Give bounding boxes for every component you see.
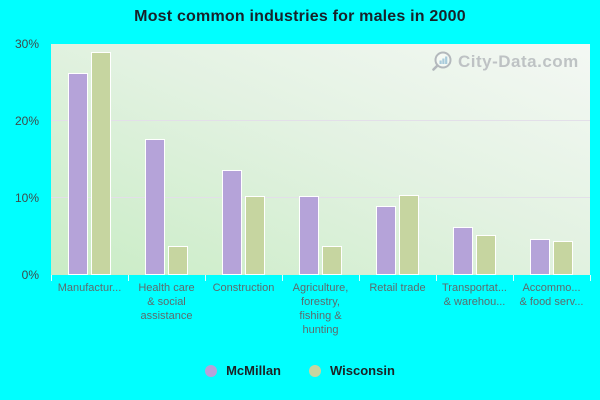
y-axis-tick-label: 0% [21, 268, 39, 282]
x-axis-tick [128, 275, 129, 281]
bar-wisconsin [399, 194, 419, 275]
x-axis-tick [282, 275, 283, 281]
bar-wisconsin [322, 245, 342, 275]
bar-group [359, 44, 436, 275]
y-axis-tick-label: 30% [14, 37, 39, 51]
legend-item-wisconsin: Wisconsin [309, 363, 395, 378]
bar-wisconsin [476, 234, 496, 275]
plot-area [51, 44, 590, 275]
bar-wisconsin [168, 245, 188, 275]
x-axis-tick [205, 275, 206, 281]
x-axis-ticks [51, 275, 591, 281]
bar-mcmillan [299, 196, 319, 275]
bar-mcmillan [145, 138, 165, 275]
bar-group [436, 44, 513, 275]
x-axis-tick [513, 275, 514, 281]
gridline [51, 120, 590, 122]
bar-wisconsin [553, 241, 573, 275]
bar-mcmillan [222, 170, 242, 275]
bar-wisconsin [245, 196, 265, 275]
y-axis-tick-label: 20% [14, 114, 39, 129]
legend-item-mcmillan: McMillan [205, 363, 281, 378]
bar-group [51, 44, 128, 275]
x-axis-category-label: Health care & social assistance [138, 282, 195, 322]
legend: McMillan Wisconsin [0, 363, 600, 378]
x-axis-tick [590, 275, 591, 281]
legend-swatch-mcmillan [205, 364, 218, 377]
magnifier-barchart-icon [430, 50, 454, 74]
x-axis-labels: Manufactur... Health care & social assist… [51, 281, 590, 351]
bar-group [128, 44, 205, 275]
x-axis-category-label: Manufactur... [57, 282, 122, 294]
x-axis-tick [359, 275, 360, 281]
gridline [51, 197, 590, 199]
y-axis-tick-label: 10% [14, 191, 39, 206]
bar-mcmillan [376, 206, 396, 275]
chart-title: Most common industries for males in 2000 [134, 8, 466, 25]
bar-group [205, 44, 282, 275]
bar-group [513, 44, 590, 275]
x-axis-category-label: Accommo... & food serv... [519, 282, 584, 308]
x-axis-tick [51, 275, 52, 281]
x-axis-category-label: Retail trade [369, 282, 426, 294]
legend-swatch-wisconsin [309, 364, 321, 377]
legend-label: Wisconsin [330, 363, 395, 378]
bar-group [282, 44, 359, 275]
legend-label: McMillan [226, 363, 281, 378]
y-axis: 0% 10% 20% 30% [0, 37, 45, 282]
bar-mcmillan [453, 226, 473, 275]
city-data-watermark: City-Data.com [430, 50, 579, 74]
watermark-text: City-Data.com [458, 52, 579, 71]
x-axis-category-label: Agriculture, forestry, fishing & hunting [292, 282, 349, 336]
bar-mcmillan [68, 73, 88, 275]
x-axis-tick [436, 275, 437, 281]
x-axis-category-label: Construction [212, 282, 275, 294]
bar-mcmillan [530, 238, 550, 275]
x-axis-category-label: Transportat... & warehou... [441, 282, 507, 308]
bar-wisconsin [91, 51, 111, 275]
